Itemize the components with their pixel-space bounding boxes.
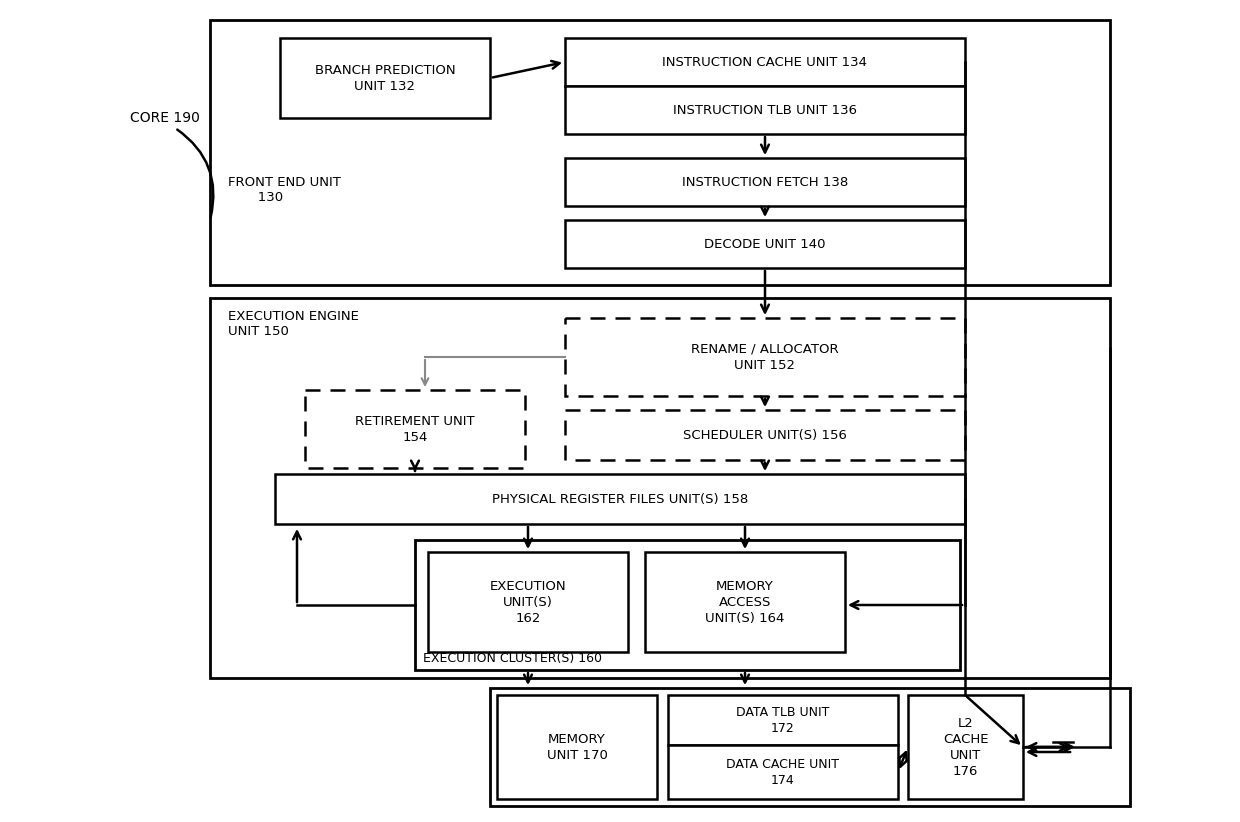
Bar: [565, 318, 965, 396]
Bar: [497, 695, 657, 799]
Text: EXECUTION ENGINE
UNIT 150: EXECUTION ENGINE UNIT 150: [228, 310, 358, 338]
Bar: [210, 298, 1110, 678]
Bar: [668, 695, 898, 745]
Text: MEMORY
ACCESS
UNIT(S) 164: MEMORY ACCESS UNIT(S) 164: [706, 580, 785, 625]
Bar: [305, 390, 525, 468]
Text: SCHEDULER UNIT(S) 156: SCHEDULER UNIT(S) 156: [683, 428, 847, 441]
Text: PHYSICAL REGISTER FILES UNIT(S) 158: PHYSICAL REGISTER FILES UNIT(S) 158: [492, 492, 748, 506]
Text: DECODE UNIT 140: DECODE UNIT 140: [704, 238, 826, 251]
Bar: [565, 38, 965, 86]
Text: EXECUTION
UNIT(S)
162: EXECUTION UNIT(S) 162: [490, 580, 567, 625]
Text: DATA CACHE UNIT
174: DATA CACHE UNIT 174: [727, 758, 839, 787]
Bar: [565, 410, 965, 460]
Bar: [415, 540, 960, 670]
Text: MEMORY
UNIT 170: MEMORY UNIT 170: [547, 732, 608, 761]
Bar: [428, 552, 627, 652]
Bar: [280, 38, 490, 118]
Bar: [565, 220, 965, 268]
Text: INSTRUCTION TLB UNIT 136: INSTRUCTION TLB UNIT 136: [673, 104, 857, 117]
Bar: [275, 474, 965, 524]
Text: CORE 190: CORE 190: [130, 111, 200, 125]
Text: L2
CACHE
UNIT
176: L2 CACHE UNIT 176: [942, 717, 988, 778]
Text: INSTRUCTION FETCH 138: INSTRUCTION FETCH 138: [682, 176, 848, 188]
Bar: [210, 20, 1110, 285]
Bar: [490, 688, 1130, 806]
Bar: [668, 745, 898, 799]
Text: EXECUTION CLUSTER(S) 160: EXECUTION CLUSTER(S) 160: [423, 652, 601, 664]
FancyArrowPatch shape: [177, 130, 213, 217]
Bar: [565, 86, 965, 134]
Bar: [565, 158, 965, 206]
Text: RENAME / ALLOCATOR
UNIT 152: RENAME / ALLOCATOR UNIT 152: [691, 343, 838, 372]
Text: DATA TLB UNIT
172: DATA TLB UNIT 172: [737, 705, 830, 735]
Bar: [645, 552, 844, 652]
Text: FRONT END UNIT
       130: FRONT END UNIT 130: [228, 176, 341, 204]
Text: BRANCH PREDICTION
UNIT 132: BRANCH PREDICTION UNIT 132: [315, 63, 455, 93]
Bar: [908, 695, 1023, 799]
Text: RETIREMENT UNIT
154: RETIREMENT UNIT 154: [355, 414, 475, 444]
Text: INSTRUCTION CACHE UNIT 134: INSTRUCTION CACHE UNIT 134: [662, 56, 868, 68]
Bar: [298, 382, 533, 564]
